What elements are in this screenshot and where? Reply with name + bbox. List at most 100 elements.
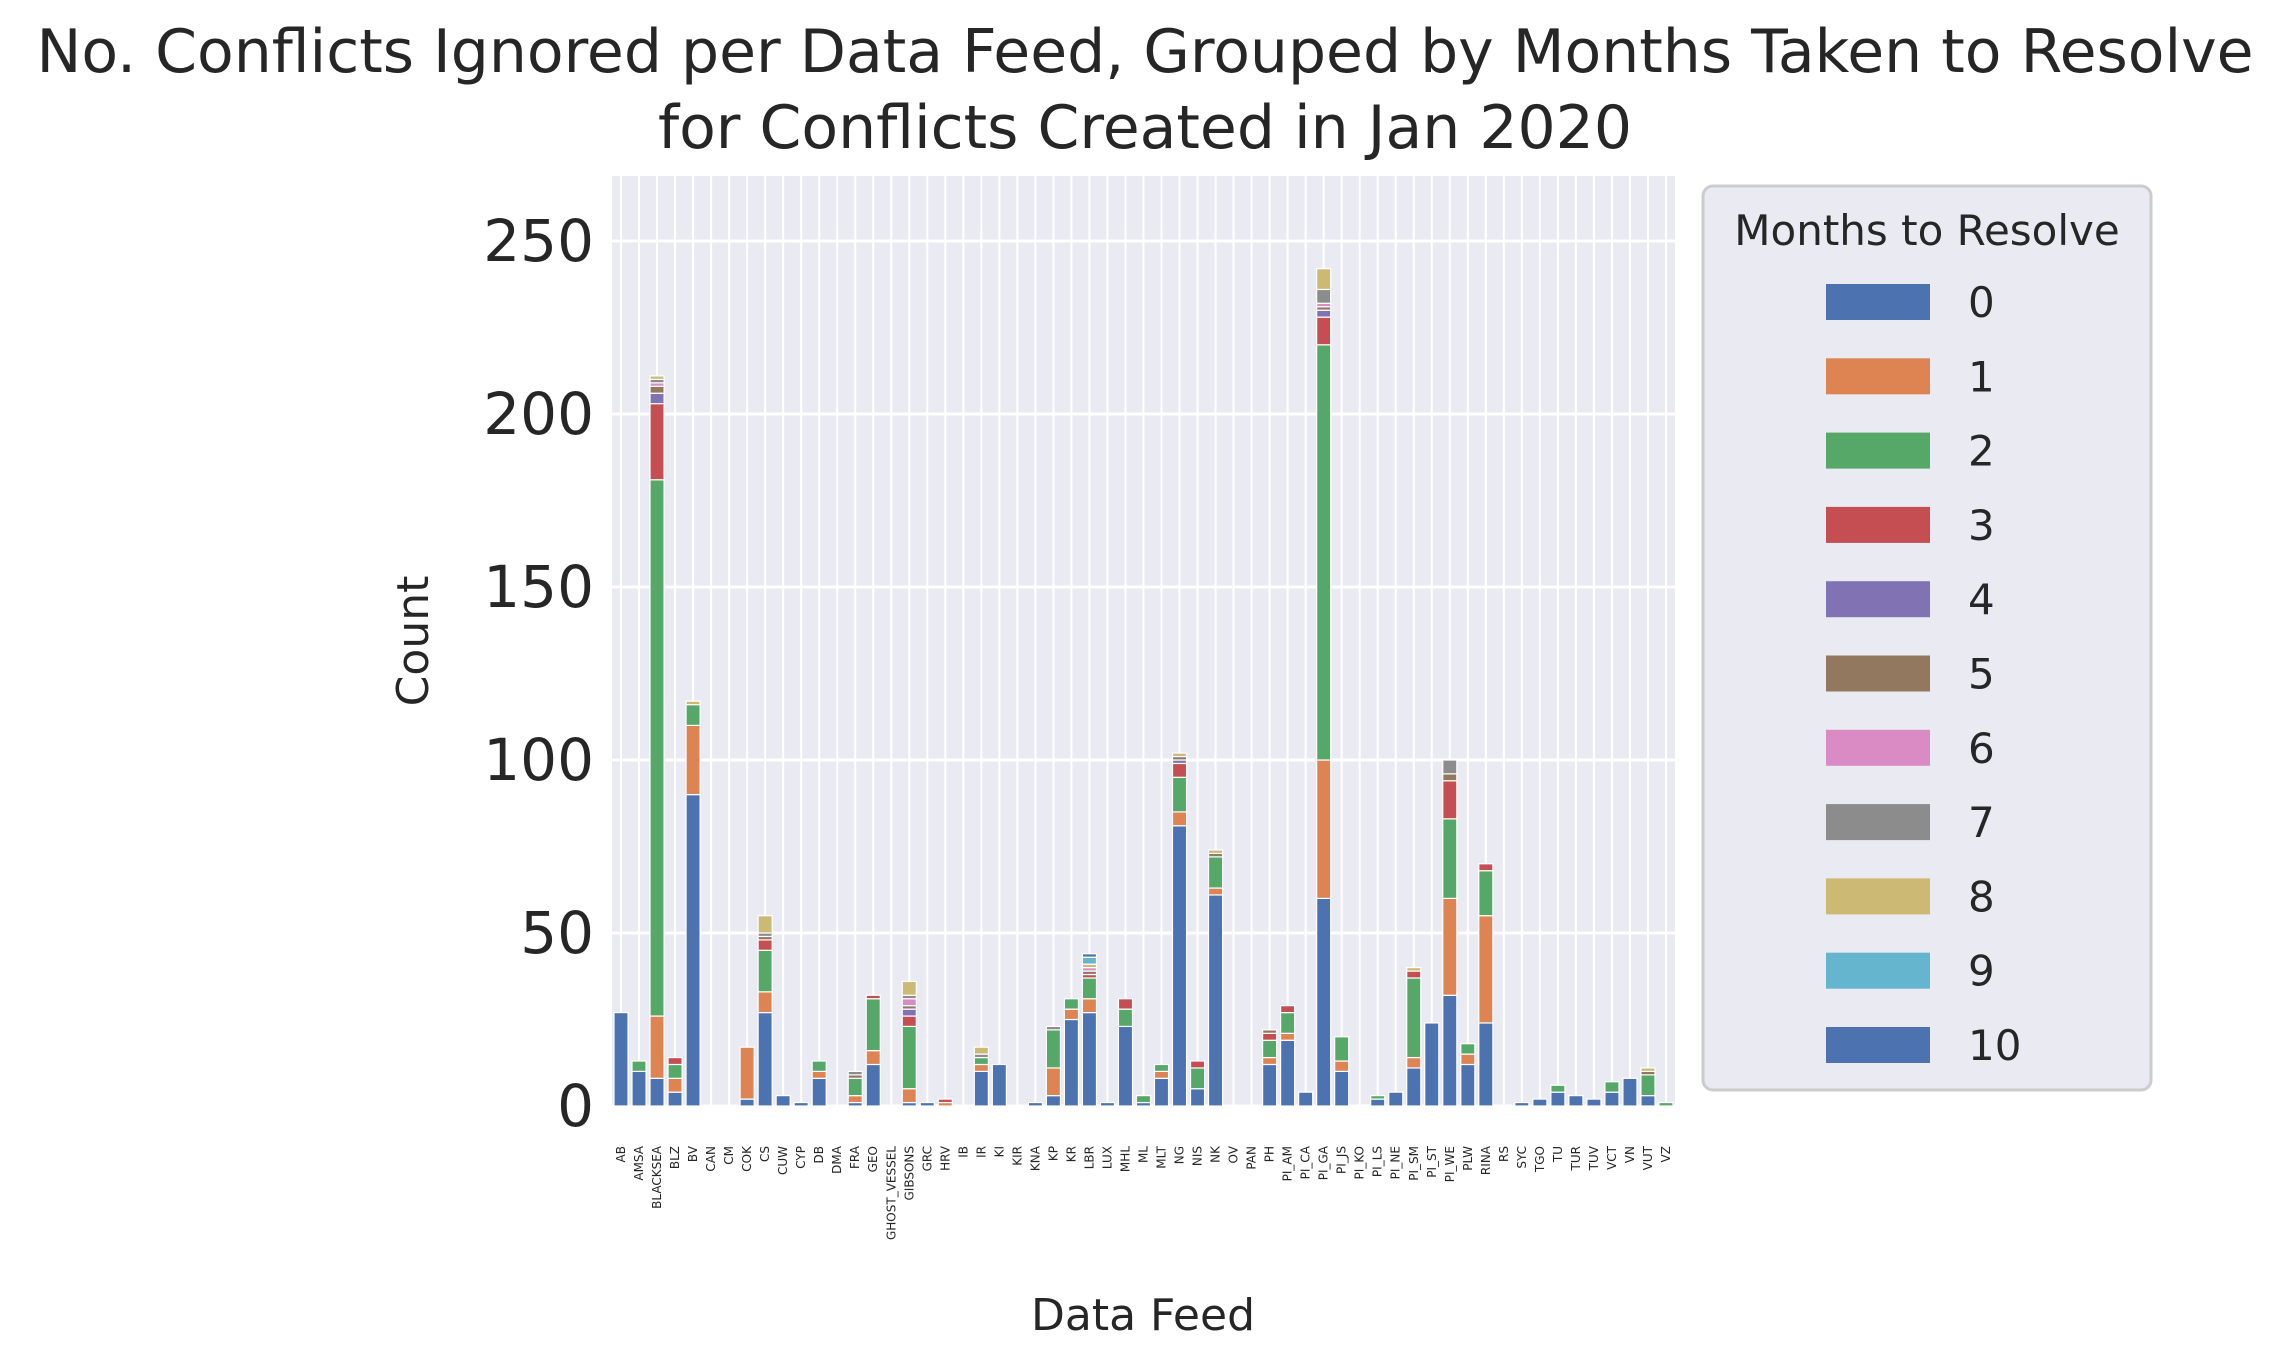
x-tick-label: KIR: [1010, 1146, 1024, 1166]
legend-label: 3: [1968, 501, 1995, 550]
x-tick-label: ML: [1137, 1146, 1151, 1163]
legend-swatch: [1826, 358, 1930, 395]
bar-segment: [1171, 752, 1188, 758]
bar-segment: [1388, 1091, 1404, 1107]
x-axis-ticks: AB AMSA BLACKSEA BLZ BV CAN CM COK CS CUW CYP DB DMA…: [614, 1145, 1673, 1240]
bar-segment: [1117, 998, 1134, 1010]
x-tick-label: PI_LS: [1371, 1146, 1385, 1177]
legend-swatch: [1826, 729, 1930, 766]
x-tick-label: VCT: [1605, 1145, 1619, 1170]
bar-segment: [1280, 1005, 1296, 1014]
bar-segment: [937, 1098, 953, 1104]
bar-segment: [685, 724, 701, 796]
legend-swatch: [1826, 655, 1930, 692]
bar-segment: [1622, 1077, 1638, 1107]
x-tick-label: PI_SM: [1407, 1146, 1421, 1181]
bar-segment: [1586, 1098, 1602, 1107]
x-tick-label: GHOST_VESSEL: [884, 1146, 898, 1240]
y-tick-label: 100: [483, 726, 594, 794]
bar-segment: [1171, 811, 1188, 827]
bar-segment: [1099, 1101, 1116, 1107]
x-tick-label: GRC: [920, 1146, 934, 1171]
x-tick-label: GIBSONS: [902, 1146, 916, 1201]
bar-segment: [1478, 863, 1494, 872]
bar-segment: [1442, 773, 1458, 782]
y-tick-label: 50: [520, 899, 594, 967]
legend-label: 6: [1968, 724, 1995, 773]
bar-segment: [757, 949, 773, 993]
bar-segment: [1189, 1060, 1206, 1069]
bar-segment: [1045, 1095, 1062, 1107]
bar-segment: [1081, 956, 1098, 965]
bar-segment: [1207, 849, 1224, 855]
x-tick-label: MLT: [1155, 1145, 1169, 1168]
bar-segment: [1460, 1043, 1476, 1055]
bar-segment: [1261, 1056, 1278, 1066]
legend-swatch: [1826, 432, 1930, 469]
x-tick-label: IR: [974, 1146, 988, 1158]
bar-segment: [1424, 1022, 1440, 1107]
legend-swatch: [1826, 878, 1930, 915]
x-tick-label: PI_KO: [1353, 1146, 1367, 1179]
bar-segment: [1316, 309, 1332, 318]
bar-segment: [1532, 1098, 1548, 1107]
x-tick-label: PI_JS: [1335, 1146, 1349, 1174]
x-tick-label: HRV: [938, 1145, 952, 1171]
x-tick-label: BLZ: [668, 1146, 682, 1169]
bar-segment: [1081, 953, 1098, 958]
y-tick-label: 250: [483, 207, 594, 275]
bar-segment: [901, 1025, 917, 1090]
bar-segment: [1478, 915, 1494, 1024]
legend-swatch: [1826, 804, 1930, 841]
bar-segment: [649, 375, 665, 381]
bar-segment: [757, 915, 773, 934]
bar-segment: [1334, 1070, 1350, 1107]
bar-segment: [1135, 1095, 1152, 1104]
bar-segment: [1604, 1081, 1620, 1093]
legend-swatch: [1826, 581, 1930, 618]
x-tick-label: DB: [812, 1146, 826, 1163]
chart-title: No. Conflicts Ignored per Data Feed, Gro…: [36, 17, 2253, 163]
bar-segment: [1640, 1095, 1656, 1107]
bar-segment: [1171, 776, 1188, 813]
x-tick-label: LBR: [1082, 1146, 1096, 1169]
x-tick-label: TU: [1551, 1146, 1565, 1163]
bar-segment: [1406, 977, 1422, 1059]
legend-label: 10: [1968, 1021, 2021, 1070]
y-tick-label: 0: [557, 1072, 594, 1140]
x-tick-label: NG: [1173, 1146, 1187, 1164]
bar-segment: [1153, 1070, 1170, 1079]
bar-segment: [793, 1101, 809, 1107]
bar-segment: [1207, 856, 1224, 889]
x-tick-label: CYP: [794, 1146, 808, 1169]
bar-segment: [1081, 977, 1098, 1000]
bar-segment: [1063, 1008, 1080, 1021]
bar-segment: [631, 1070, 647, 1107]
bar-segment: [649, 385, 665, 394]
x-tick-label: OV: [1227, 1145, 1241, 1163]
x-tick-label: VZ: [1659, 1146, 1673, 1162]
bar-segment: [1171, 825, 1188, 1107]
x-tick-label: NIS: [1191, 1146, 1205, 1166]
x-tick-label: KNA: [1028, 1145, 1042, 1171]
legend: Months to Resolve 0 1 2 3 4 5 6 7 8 9 10: [1701, 184, 2153, 1092]
bar-segment: [1207, 887, 1224, 896]
legend-label: 4: [1968, 575, 1995, 624]
bar-segment: [901, 998, 917, 1007]
bar-segment: [973, 1046, 989, 1055]
bars-layer: [613, 268, 1674, 1107]
x-tick-label: KI: [992, 1146, 1006, 1157]
x-axis-label: Data Feed: [1031, 1290, 1255, 1341]
bar-segment: [1316, 268, 1332, 291]
x-tick-label: PI_CA: [1299, 1145, 1313, 1179]
bar-segment: [1171, 762, 1188, 778]
legend-label: 1: [1968, 352, 1995, 401]
bar-segment: [1568, 1095, 1584, 1107]
x-tick-label: PI_NE: [1389, 1146, 1403, 1179]
bar-segment: [667, 1091, 683, 1107]
x-tick-label: NK: [1209, 1145, 1223, 1163]
x-tick-label: LUX: [1100, 1146, 1114, 1169]
x-tick-label: AMSA: [632, 1145, 646, 1180]
bar-segment: [1334, 1036, 1350, 1062]
